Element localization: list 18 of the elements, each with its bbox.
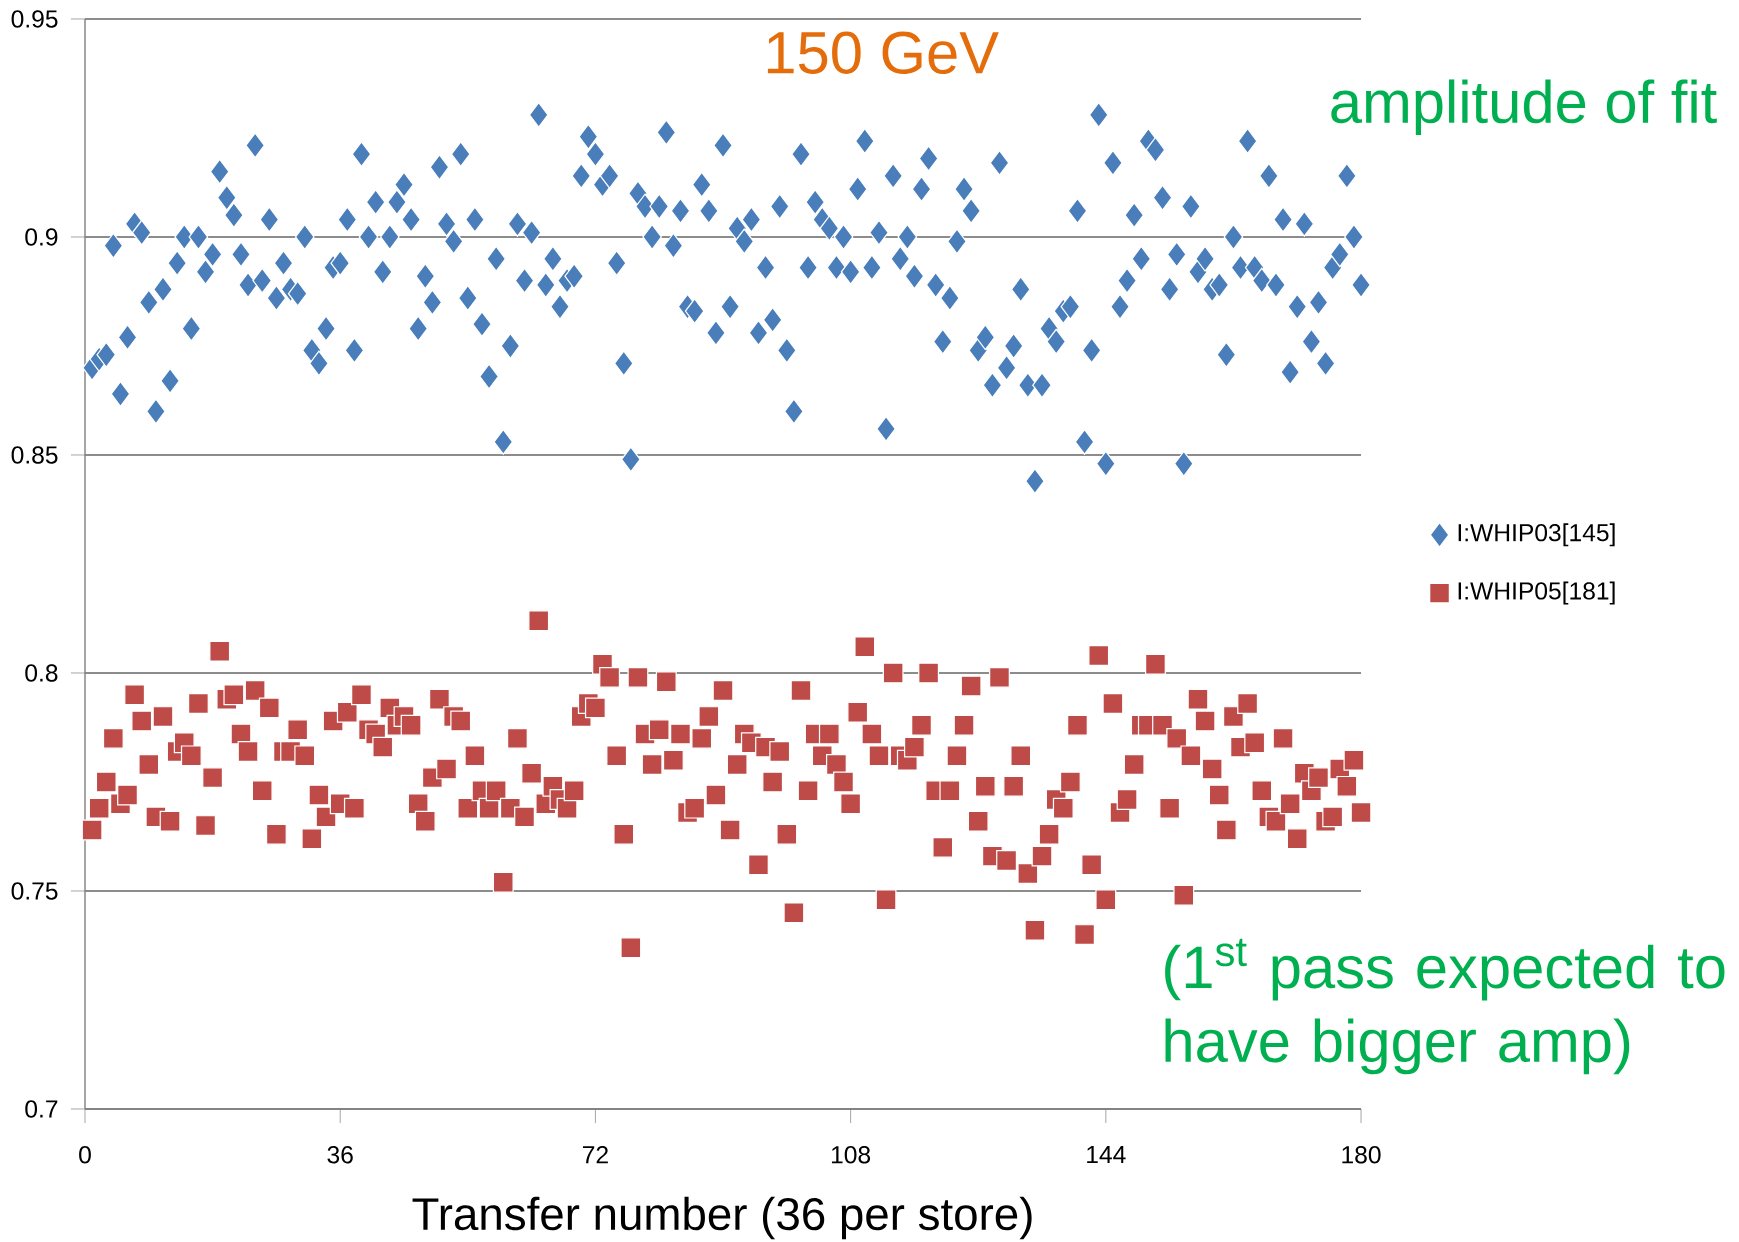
annotation: (1$^{st}$ pass expected to have bigger amp) <box>1165 938 1725 1075</box>
x-tick-label: 180 <box>1342 1146 1381 1164</box>
x-tick-label: 36 <box>327 1146 353 1164</box>
x-tick-label: 72 <box>583 1146 608 1164</box>
annotation: amplitude of fit <box>1331 79 1717 136</box>
legend-label: I:WHIP05[181] <box>1458 581 1615 605</box>
y-tick-label: 0.8 <box>25 664 58 682</box>
y-tick-label: 0.85 <box>11 446 58 464</box>
annotation: 150 GeV <box>767 31 999 74</box>
y-tick-label: 0.95 <box>11 10 58 28</box>
legend-label: I:WHIP03[145] <box>1458 523 1615 547</box>
x-tick-label: 0 <box>79 1146 91 1164</box>
y-tick-label: 0.7 <box>25 1100 58 1118</box>
x-tick-label: 108 <box>831 1146 871 1164</box>
y-tick-label: 0.75 <box>11 882 58 900</box>
x-axis-title: Transfer number (36 per store) <box>412 1196 1032 1240</box>
x-tick-label: 144 <box>1087 1146 1126 1163</box>
y-tick-label: 0.9 <box>25 228 58 246</box>
